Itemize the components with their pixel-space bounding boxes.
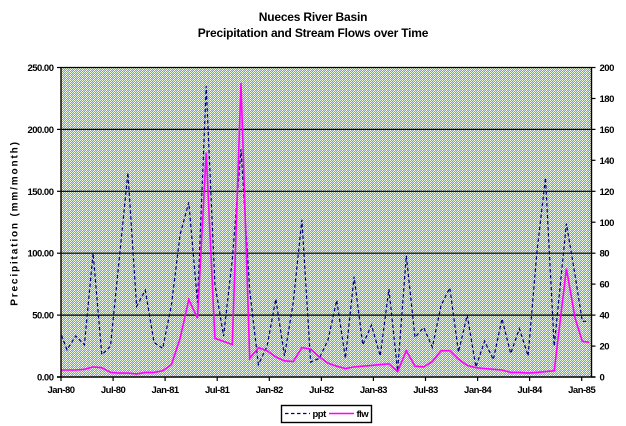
svg-text:100.00: 100.00 (27, 249, 53, 260)
svg-text:180: 180 (600, 94, 615, 105)
svg-text:Jul-81: Jul-81 (205, 385, 231, 396)
svg-text:Jan-82: Jan-82 (256, 385, 283, 396)
svg-text:Jul-80: Jul-80 (101, 385, 126, 396)
svg-text:20: 20 (600, 342, 610, 353)
svg-text:250.00: 250.00 (27, 63, 53, 74)
svg-text:Jan-81: Jan-81 (152, 385, 180, 396)
svg-text:Jul-82: Jul-82 (309, 385, 334, 396)
svg-text:100: 100 (600, 218, 615, 229)
svg-text:150.00: 150.00 (27, 187, 53, 198)
svg-text:140: 140 (600, 156, 615, 167)
svg-text:80: 80 (600, 249, 610, 260)
svg-text:Nueces River Basin: Nueces River Basin (259, 10, 367, 24)
svg-text:Precipitation (mm/month): Precipitation (mm/month) (10, 140, 21, 306)
svg-text:Jan-85: Jan-85 (568, 385, 596, 396)
svg-text:ppt: ppt (313, 409, 328, 420)
svg-text:50.00: 50.00 (32, 311, 53, 322)
svg-text:0: 0 (600, 373, 605, 384)
svg-text:flw: flw (357, 409, 370, 420)
svg-text:40: 40 (600, 311, 610, 322)
svg-text:Precipitation and Stream Flows: Precipitation and Stream Flows over Time (198, 26, 429, 40)
svg-text:Jul-84: Jul-84 (517, 385, 543, 396)
svg-text:160: 160 (600, 125, 615, 136)
svg-text:200: 200 (600, 63, 615, 74)
svg-text:Jan-83: Jan-83 (360, 385, 387, 396)
svg-text:Jul-83: Jul-83 (413, 385, 438, 396)
svg-text:Jan-80: Jan-80 (47, 385, 74, 396)
svg-text:200.00: 200.00 (27, 125, 53, 136)
svg-text:Jan-84: Jan-84 (464, 385, 492, 396)
svg-text:60: 60 (600, 280, 610, 291)
svg-text:0.00: 0.00 (37, 373, 54, 384)
svg-text:120: 120 (600, 187, 615, 198)
